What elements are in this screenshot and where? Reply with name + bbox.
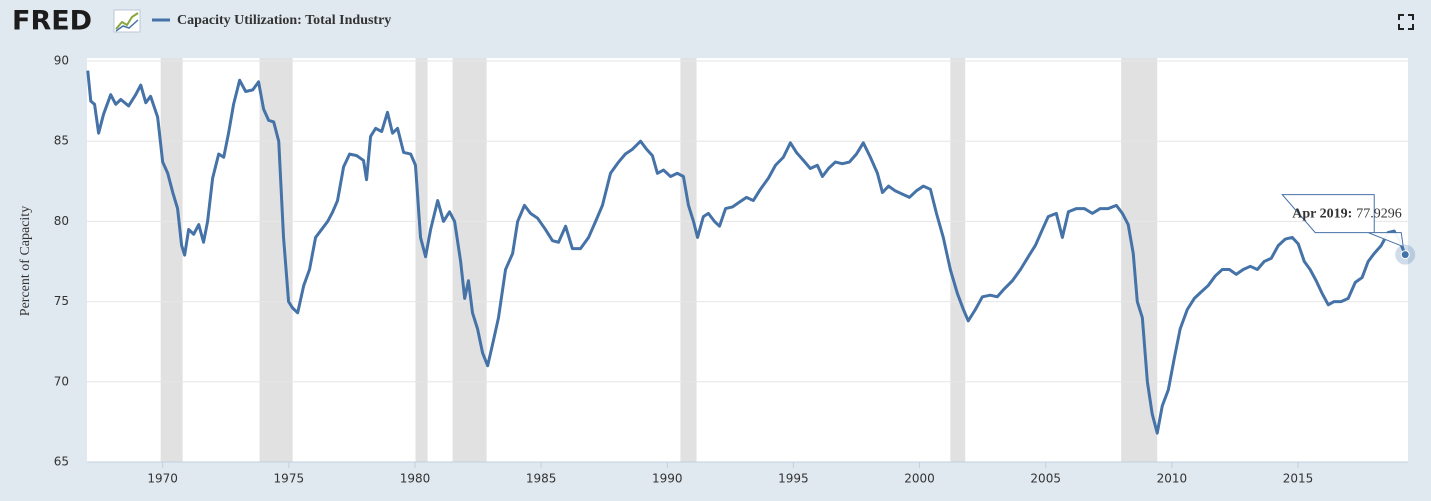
tooltip-date: Apr 2019: [1292, 207, 1352, 222]
x-tick-label: 1980 [400, 472, 431, 486]
fullscreen-icon[interactable] [1398, 14, 1414, 30]
recession-band [415, 58, 428, 462]
recession-band [452, 58, 487, 462]
x-tick-label: 1995 [778, 472, 809, 486]
y-tick-label: 65 [54, 455, 69, 469]
y-tick-label: 70 [54, 374, 69, 388]
x-tick-label: 2010 [1157, 472, 1188, 486]
logo: FRED [12, 6, 92, 37]
tooltip-text: Apr 2019: 77.9296 [1292, 207, 1402, 222]
y-tick-label: 90 [54, 54, 69, 68]
hover-point [1400, 250, 1410, 260]
recession-band [1121, 58, 1158, 462]
y-tick-label: 75 [54, 294, 69, 308]
recession-band [680, 58, 697, 462]
x-tick-label: 2015 [1283, 472, 1314, 486]
data-line [86, 70, 1407, 435]
plot-area [87, 58, 1408, 462]
x-tick-label: 1975 [274, 472, 305, 486]
recession-band [259, 58, 293, 462]
x-tick-label: 1970 [147, 472, 178, 486]
x-tick-label: 1990 [652, 472, 683, 486]
legend-label: Capacity Utilization: Total Industry [177, 13, 391, 28]
x-tick-label: 2005 [1030, 472, 1061, 486]
x-tick-label: 1985 [526, 472, 557, 486]
y-tick-label: 85 [54, 134, 69, 148]
y-tick-label: 80 [54, 214, 69, 228]
recession-band [160, 58, 183, 462]
recession-band [950, 58, 966, 462]
tooltip-box [1281, 194, 1404, 248]
x-tick-label: 2000 [904, 472, 935, 486]
tooltip-value: 77.9296 [1356, 207, 1402, 222]
logo-icon [113, 9, 141, 33]
y-axis-title: Percent of Capacity [18, 206, 33, 316]
